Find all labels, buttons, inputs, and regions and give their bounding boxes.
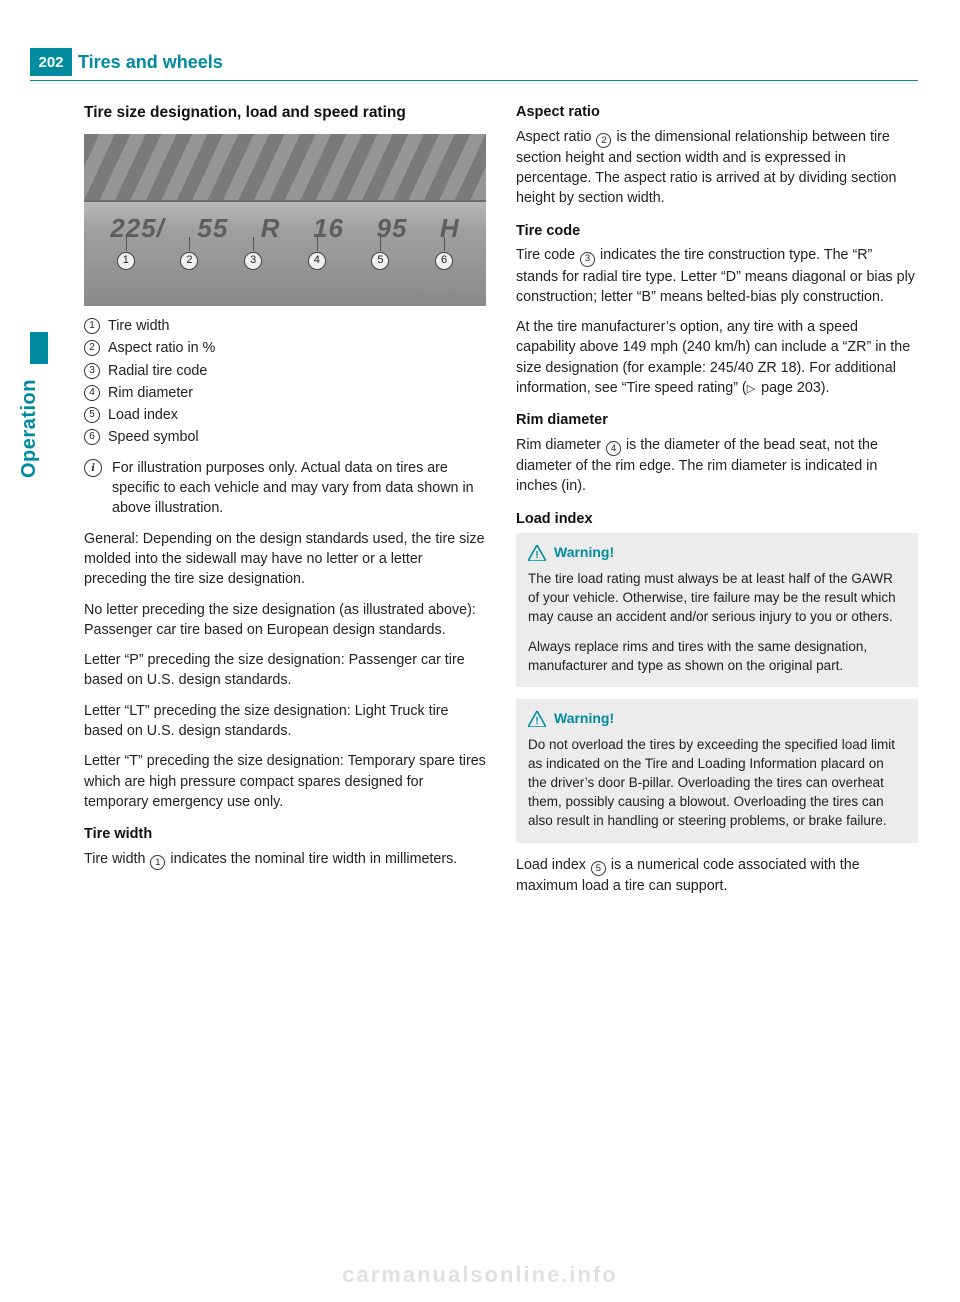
warning-heading: ! Warning! <box>528 543 906 563</box>
paragraph: General: Depending on the design standar… <box>84 529 486 590</box>
left-column: Tire size designation, load and speed ra… <box>84 102 486 1252</box>
callout-marker: 6 <box>435 252 453 270</box>
legend-symbol: 2 <box>84 340 100 356</box>
svg-text:!: ! <box>535 550 538 561</box>
ref-marker: 4 <box>606 441 621 456</box>
ref-marker: 1 <box>150 855 165 870</box>
subheading: Aspect ratio <box>516 102 918 123</box>
ref-marker: 5 <box>591 861 606 876</box>
paragraph: Tire width 1 indicates the nominal tire … <box>84 849 486 870</box>
legend-text: Tire width <box>108 316 169 336</box>
warning-text: Always replace rims and tires with the s… <box>528 637 906 675</box>
legend-symbol: 5 <box>84 407 100 423</box>
tire-mark: 55 <box>197 210 228 247</box>
tire-callouts: 1 2 3 4 5 6 <box>84 252 486 270</box>
paragraph: No letter preceding the size designation… <box>84 600 486 641</box>
tire-illustration: 225/ 55 R 16 95 H 1 2 3 4 5 6 P40.10-534… <box>84 134 486 306</box>
paragraph: Letter “T” preceding the size designatio… <box>84 751 486 812</box>
page-ref-icon <box>747 380 757 396</box>
callout-marker: 4 <box>308 252 326 270</box>
ref-marker: 2 <box>596 133 611 148</box>
warning-text: The tire load rating must always be at l… <box>528 569 906 626</box>
text: indicates the nominal tire width in mill… <box>166 851 457 867</box>
warning-icon: ! <box>528 545 546 561</box>
page-number: 202 <box>30 48 72 76</box>
paragraph: Letter “LT” preceding the size designati… <box>84 701 486 742</box>
warning-text: Do not overload the tires by exceeding t… <box>528 735 906 831</box>
tire-mark: H <box>440 210 460 247</box>
ref-marker: 3 <box>580 252 595 267</box>
subheading: Tire code <box>516 221 918 242</box>
callout-marker: 2 <box>180 252 198 270</box>
side-section-label: Operation <box>18 379 41 478</box>
tire-tread <box>84 134 486 202</box>
content-area: Tire size designation, load and speed ra… <box>84 102 918 1252</box>
legend-text: Speed symbol <box>108 427 199 447</box>
text: Aspect ratio <box>516 129 595 145</box>
warning-heading: ! Warning! <box>528 709 906 729</box>
legend-symbol: 1 <box>84 318 100 334</box>
legend-symbol: 6 <box>84 429 100 445</box>
text: Load index <box>516 857 590 873</box>
paragraph: Aspect ratio 2 is the dimensional relati… <box>516 127 918 209</box>
legend-item: 1 Tire width <box>84 316 486 336</box>
info-icon: i <box>84 459 102 477</box>
text: Tire code <box>516 247 579 263</box>
legend-text: Aspect ratio in % <box>108 338 215 358</box>
callout-marker: 5 <box>371 252 389 270</box>
legend-item: 5 Load index <box>84 405 486 425</box>
side-tab <box>30 332 48 364</box>
info-text: For illustration purposes only. Actual d… <box>112 458 486 519</box>
header-rule <box>30 80 918 81</box>
tire-markings: 225/ 55 R 16 95 H <box>84 210 486 247</box>
legend-item: 3 Radial tire code <box>84 361 486 381</box>
warning-icon: ! <box>528 711 546 727</box>
info-note: i For illustration purposes only. Actual… <box>84 458 486 519</box>
callout-marker: 3 <box>244 252 262 270</box>
legend-text: Radial tire code <box>108 361 207 381</box>
text: At the tire manufacturer’s option, any t… <box>516 319 910 396</box>
legend-symbol: 4 <box>84 385 100 401</box>
warning-box: ! Warning! Do not overload the tires by … <box>516 699 918 843</box>
svg-text:!: ! <box>535 716 538 727</box>
callout-marker: 1 <box>117 252 135 270</box>
right-column: Aspect ratio Aspect ratio 2 is the dimen… <box>516 102 918 1252</box>
tire-mark: 225/ <box>110 210 165 247</box>
tire-mark: R <box>261 210 281 247</box>
legend-list: 1 Tire width 2 Aspect ratio in % 3 Radial t… <box>84 316 486 448</box>
warning-label: Warning! <box>554 709 614 729</box>
legend-item: 2 Aspect ratio in % <box>84 338 486 358</box>
text: Rim diameter <box>516 437 605 453</box>
legend-text: Rim diameter <box>108 383 193 403</box>
text: Tire width <box>84 851 149 867</box>
legend-text: Load index <box>108 405 178 425</box>
legend-item: 4 Rim diameter <box>84 383 486 403</box>
subheading: Rim diameter <box>516 410 918 431</box>
chapter-title: Tires and wheels <box>78 48 223 76</box>
watermark: carmanualsonline.info <box>342 1262 618 1288</box>
subheading: Tire width <box>84 824 486 845</box>
image-code: P40.10-5340-31 <box>415 289 480 302</box>
text: page 203). <box>757 380 829 396</box>
warning-label: Warning! <box>554 543 614 563</box>
paragraph: Load index 5 is a numerical code associa… <box>516 855 918 897</box>
paragraph: At the tire manufacturer’s option, any t… <box>516 317 918 398</box>
warning-box: ! Warning! The tire load rating must alw… <box>516 533 918 687</box>
paragraph: Tire code 3 indicates the tire construct… <box>516 245 918 307</box>
paragraph: Letter “P” preceding the size designatio… <box>84 650 486 691</box>
legend-item: 6 Speed symbol <box>84 427 486 447</box>
paragraph: Rim diameter 4 is the diameter of the be… <box>516 435 918 497</box>
subheading: Load index <box>516 509 918 530</box>
section-heading: Tire size designation, load and speed ra… <box>84 102 486 124</box>
legend-symbol: 3 <box>84 363 100 379</box>
